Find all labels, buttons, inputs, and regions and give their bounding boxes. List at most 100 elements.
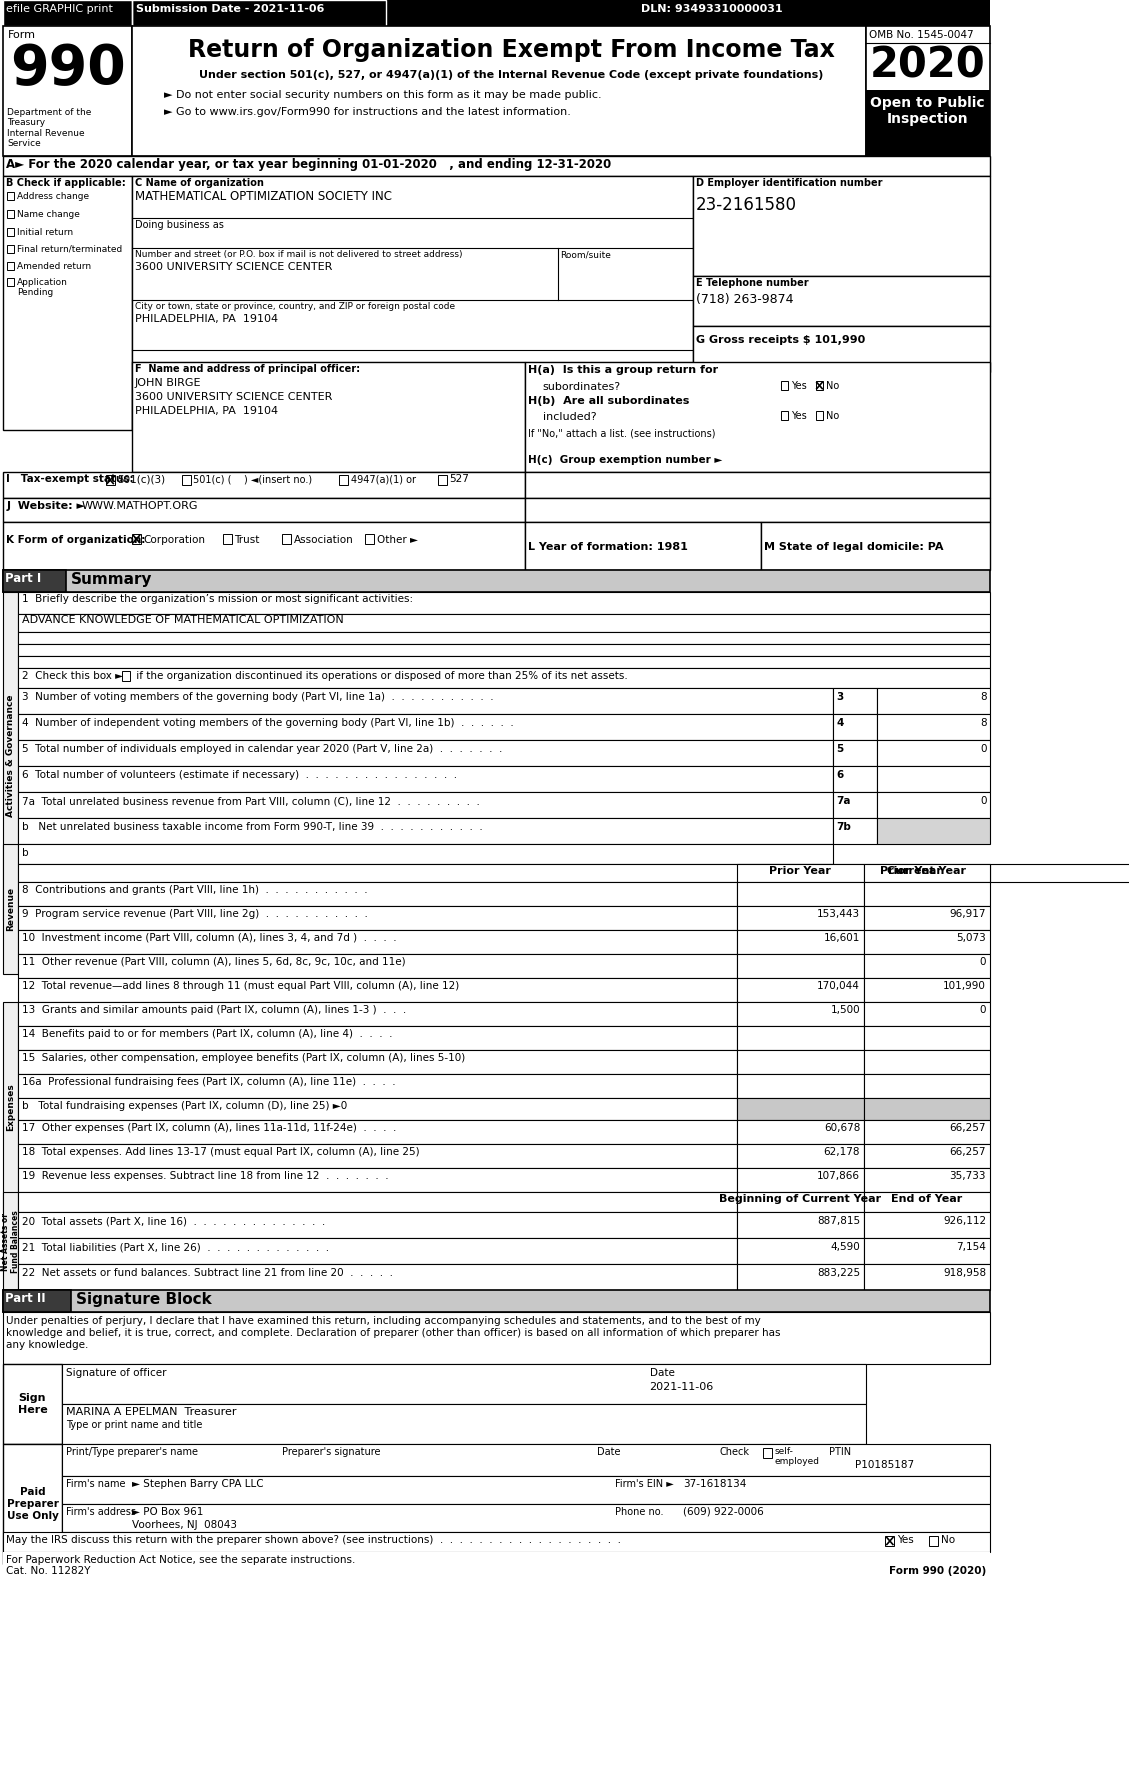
Text: 7b: 7b (837, 822, 851, 833)
Bar (833, 740, 877, 767)
Bar (864, 1001, 989, 1026)
Text: 35,733: 35,733 (949, 1171, 986, 1180)
Text: J  Website: ►: J Website: ► (7, 501, 85, 510)
Bar (737, 1264, 864, 1290)
Text: D Employer identification number: D Employer identification number (695, 177, 883, 188)
Bar (18, 1144, 737, 1168)
Bar (833, 688, 877, 715)
Bar (780, 410, 788, 421)
Text: 11  Other revenue (Part VIII, column (A), lines 5, 6d, 8c, 9c, 10c, and 11e): 11 Other revenue (Part VIII, column (A),… (21, 956, 405, 967)
Bar (18, 930, 737, 955)
Bar (737, 1050, 864, 1075)
Text: 22  Net assets or fund balances. Subtract line 21 from line 20  .  .  .  .  .: 22 Net assets or fund balances. Subtract… (21, 1268, 393, 1279)
Bar (737, 1001, 864, 1026)
Bar (761, 521, 989, 570)
Text: L Year of formation: 1981: L Year of formation: 1981 (528, 543, 688, 552)
Bar (2, 1553, 989, 1572)
Bar (877, 715, 989, 740)
Text: WWW.MATHOPT.ORG: WWW.MATHOPT.ORG (81, 501, 198, 510)
Bar (2, 1001, 18, 1213)
Bar (7, 278, 14, 287)
Bar (877, 740, 989, 767)
Bar (132, 362, 525, 473)
Text: ► Stephen Barry CPA LLC: ► Stephen Barry CPA LLC (132, 1479, 264, 1488)
Text: Phone no.: Phone no. (614, 1506, 663, 1517)
Bar (737, 930, 864, 955)
Text: Submission Date - 2021-11-06: Submission Date - 2021-11-06 (135, 4, 324, 14)
Text: 5  Total number of individuals employed in calendar year 2020 (Part V, line 2a) : 5 Total number of individuals employed i… (21, 743, 502, 754)
Bar (2, 570, 989, 593)
Text: Under section 501(c), 527, or 4947(a)(1) of the Internal Revenue Code (except pr: Under section 501(c), 527, or 4947(a)(1)… (199, 70, 823, 81)
Bar (18, 632, 989, 645)
Text: 1  Briefly describe the organization’s mission or most significant activities:: 1 Briefly describe the organization’s mi… (21, 595, 413, 604)
Bar (877, 818, 989, 844)
Text: End of Year: End of Year (891, 1195, 962, 1204)
Bar (864, 863, 989, 881)
Text: Date: Date (597, 1447, 621, 1458)
Bar (525, 362, 989, 473)
Text: 7a  Total unrelated business revenue from Part VIII, column (C), line 12  .  .  : 7a Total unrelated business revenue from… (21, 795, 480, 806)
Text: No: No (940, 1535, 955, 1546)
Bar (18, 1075, 737, 1098)
Text: 2020: 2020 (869, 45, 986, 86)
Bar (877, 688, 989, 715)
Text: 990: 990 (10, 41, 125, 97)
Text: 18  Total expenses. Add lines 13-17 (must equal Part IX, column (A), line 25): 18 Total expenses. Add lines 13-17 (must… (21, 1146, 420, 1157)
Text: Current Year: Current Year (887, 867, 966, 876)
Text: 4947(a)(1) or: 4947(a)(1) or (351, 475, 415, 484)
Text: C Name of organization: C Name of organization (134, 177, 263, 188)
Text: Address change: Address change (17, 192, 89, 201)
Bar (2, 473, 525, 498)
Text: Signature Block: Signature Block (76, 1291, 212, 1307)
Bar (864, 955, 989, 978)
Bar (2, 521, 525, 570)
Bar (18, 818, 833, 844)
Bar (525, 473, 989, 498)
Text: subordinates?: subordinates? (543, 381, 621, 392)
Text: 10  Investment income (Part VIII, column (A), lines 3, 4, and 7d )  .  .  .  .: 10 Investment income (Part VIII, column … (21, 933, 396, 944)
Text: 883,225: 883,225 (817, 1268, 860, 1279)
Text: 15  Salaries, other compensation, employee benefits (Part IX, column (A), lines : 15 Salaries, other compensation, employe… (21, 1053, 465, 1064)
Bar (737, 1213, 864, 1238)
Bar (864, 1026, 989, 1050)
Text: MATHEMATICAL OPTIMIZATION SOCIETY INC: MATHEMATICAL OPTIMIZATION SOCIETY INC (134, 190, 392, 202)
Text: 14  Benefits paid to or for members (Part IX, column (A), line 4)  .  .  .  .: 14 Benefits paid to or for members (Part… (21, 1030, 393, 1039)
Bar (18, 1119, 737, 1144)
Text: Beginning of Current Year: Beginning of Current Year (719, 1195, 881, 1204)
Text: A► For the 2020 calendar year, or tax year beginning 01-01-2020   , and ending 1: A► For the 2020 calendar year, or tax ye… (7, 158, 612, 170)
Bar (18, 614, 989, 632)
Text: MARINA A EPELMAN  Treasurer: MARINA A EPELMAN Treasurer (65, 1408, 236, 1417)
Bar (18, 906, 737, 930)
Text: Form 990 (2020): Form 990 (2020) (889, 1565, 986, 1576)
Text: Voorhees, NJ  08043: Voorhees, NJ 08043 (132, 1521, 237, 1530)
Text: 0: 0 (980, 956, 986, 967)
Text: Doing business as: Doing business as (134, 220, 224, 229)
Bar (864, 906, 989, 930)
Bar (2, 1365, 62, 1444)
Text: M State of legal domicile: PA: M State of legal domicile: PA (764, 543, 944, 552)
Bar (929, 1537, 938, 1546)
Bar (62, 1404, 866, 1444)
Text: 918,958: 918,958 (943, 1268, 986, 1279)
Bar (62, 1476, 989, 1504)
Bar (2, 176, 132, 430)
Bar (132, 534, 141, 544)
Bar (224, 534, 231, 544)
Bar (737, 1168, 864, 1193)
Bar (18, 1050, 737, 1075)
Text: May the IRS discuss this return with the preparer shown above? (see instructions: May the IRS discuss this return with the… (7, 1535, 621, 1546)
Text: 887,815: 887,815 (817, 1216, 860, 1227)
Bar (2, 0, 989, 27)
Bar (2, 570, 65, 593)
Text: 17  Other expenses (Part IX, column (A), lines 11a-11d, 11f-24e)  .  .  .  .: 17 Other expenses (Part IX, column (A), … (21, 1123, 396, 1134)
Text: P10185187: P10185187 (855, 1460, 914, 1470)
Bar (7, 245, 14, 253)
Text: I   Tax-exempt status:: I Tax-exempt status: (7, 475, 134, 484)
Bar (7, 227, 14, 236)
Bar (815, 381, 823, 390)
Bar (866, 27, 989, 156)
Text: Other ►: Other ► (377, 536, 418, 544)
Text: Summary: Summary (71, 571, 152, 587)
Bar (2, 1444, 62, 1564)
Text: Part II: Part II (6, 1291, 46, 1306)
